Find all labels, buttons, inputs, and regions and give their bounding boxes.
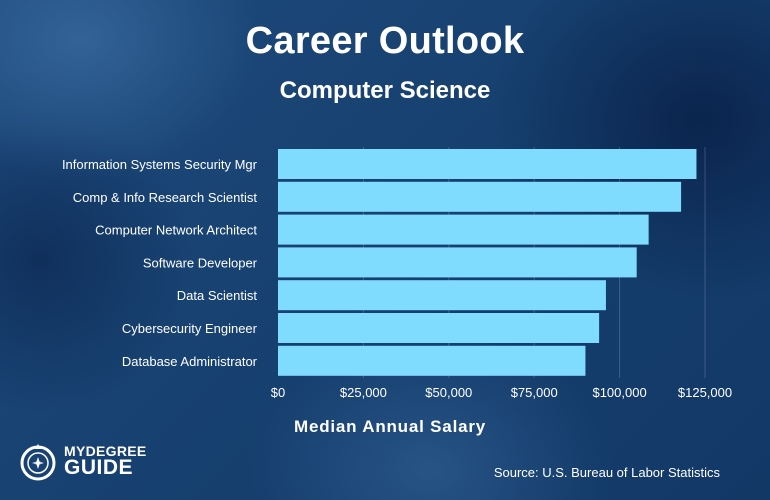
category-label: Information Systems Security Mgr xyxy=(62,157,258,172)
x-tick-label: $0 xyxy=(271,385,285,400)
x-tick-label: $75,000 xyxy=(511,385,558,400)
bar xyxy=(278,247,637,278)
x-tick-label: $25,000 xyxy=(340,385,387,400)
bar xyxy=(278,214,649,245)
compass-logo-icon xyxy=(20,444,56,481)
category-label: Software Developer xyxy=(143,255,258,270)
logo-text-top: MYDEGREE xyxy=(64,443,147,459)
bar xyxy=(278,280,606,311)
mydegreeguide-logo: MYDEGREE GUIDE xyxy=(20,441,150,483)
category-label: Cybersecurity Engineer xyxy=(122,321,258,336)
x-tick-label: $125,000 xyxy=(678,385,732,400)
page-subtitle: Computer Science xyxy=(279,77,491,104)
category-label: Database Administrator xyxy=(122,354,258,369)
category-label: Comp & Info Research Scientist xyxy=(73,190,258,205)
bar xyxy=(278,313,600,343)
bar xyxy=(278,181,682,212)
bar xyxy=(278,345,586,376)
x-tick-label: $50,000 xyxy=(425,385,472,400)
x-tick-label: $100,000 xyxy=(592,385,646,400)
x-axis-label: Median Annual Salary xyxy=(293,417,487,436)
page-title: Career Outlook xyxy=(245,20,525,62)
logo-text-bottom: GUIDE xyxy=(64,456,134,479)
source-note: Source: U.S. Bureau of Labor Statistics xyxy=(493,465,720,480)
category-label: Computer Network Architect xyxy=(95,223,257,238)
category-label: Data Scientist xyxy=(177,288,258,303)
bar xyxy=(278,149,697,179)
